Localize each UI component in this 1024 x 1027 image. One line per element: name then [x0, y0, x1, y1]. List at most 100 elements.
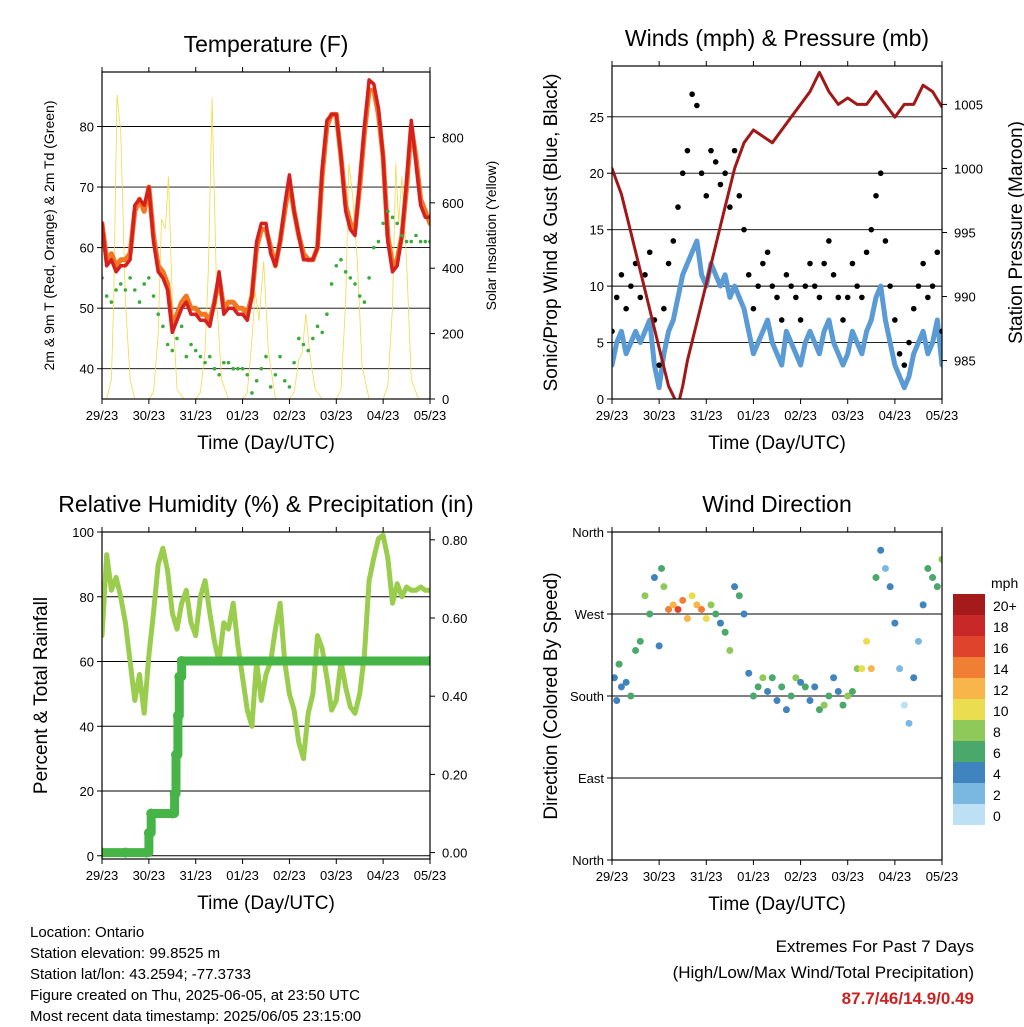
point-direction: [740, 610, 748, 618]
point-precip: [141, 847, 152, 858]
point-gust: [745, 272, 752, 278]
x-tick-label: 01/23: [737, 869, 770, 884]
point-td2m: [311, 336, 315, 341]
point-gust: [698, 170, 705, 177]
point-td2m: [409, 239, 414, 244]
point-td2m: [423, 239, 428, 244]
point-td2m: [133, 288, 137, 292]
point-precip: [174, 671, 185, 682]
plot-area: [102, 78, 430, 399]
x-tick-label: 05/23: [926, 408, 959, 423]
legend-swatch: [953, 804, 985, 825]
point-direction: [872, 574, 880, 582]
point-precip: [143, 828, 154, 839]
point-direction: [792, 674, 800, 682]
winds-chart: Winds (mph) & Pressure (mb) 0 5 10 15 20 25 985…: [541, 25, 1024, 454]
point-direction: [768, 674, 776, 682]
point-direction: [867, 665, 875, 673]
point-gust: [901, 362, 908, 368]
point-direction: [669, 601, 677, 609]
y-axis-label: Sonic/Prop Wind & Gust (Blue, Black): [541, 74, 562, 392]
y2-tick-label: 0.80: [442, 533, 467, 548]
point-direction: [778, 683, 786, 691]
point-direction: [754, 683, 762, 691]
point-td2m: [362, 300, 367, 304]
point-direction: [797, 678, 805, 686]
humidity-chart: Relative Humidity (%) & Precipitation (i…: [31, 491, 474, 914]
y-tick-label: 20: [590, 166, 604, 181]
point-direction: [834, 687, 842, 695]
x-tick-label: 01/23: [226, 408, 259, 423]
legend-swatch: [953, 783, 985, 804]
point-gust: [623, 305, 629, 312]
point-gust: [835, 294, 842, 301]
y2-tick-label: 0.20: [442, 767, 467, 782]
point-direction: [735, 592, 743, 600]
point-direction: [693, 601, 701, 609]
y-tick-label: North: [572, 525, 604, 540]
point-td2m: [414, 233, 418, 238]
point-precip: [120, 847, 131, 858]
series-pressure: [612, 70, 942, 399]
point-gust: [802, 283, 809, 289]
y2-tick-label: 400: [442, 261, 464, 276]
x-tick-label: 04/23: [879, 869, 912, 884]
x-tick-label: 05/23: [414, 868, 447, 883]
plot-area: [612, 70, 942, 399]
extremes-subtitle: (High/Low/Max Wind/Total Precipitation): [672, 963, 974, 982]
point-direction: [806, 697, 814, 705]
point-direction: [683, 615, 691, 623]
point-direction: [914, 637, 922, 645]
point-direction: [655, 642, 663, 650]
y2-tick-label: 600: [442, 196, 464, 211]
point-td2m: [315, 324, 320, 329]
x-tick-label: 03/23: [320, 868, 353, 883]
x-tick-label: 29/23: [596, 869, 629, 884]
point-td2m: [226, 360, 231, 365]
point-td2m: [114, 288, 118, 292]
point-gust: [939, 328, 942, 335]
x-tick-label: 29/23: [596, 408, 629, 423]
point-gust: [783, 272, 790, 278]
x-tick-label: 04/23: [879, 408, 912, 423]
legend-label: 16: [993, 640, 1009, 656]
x-tick-label: 02/23: [784, 408, 817, 423]
point-td2m: [273, 372, 278, 377]
point-gust: [675, 204, 681, 210]
point-td2m: [320, 330, 325, 335]
point-gust: [793, 294, 799, 301]
point-direction: [679, 596, 687, 604]
point-gust: [712, 159, 719, 165]
point-td2m: [306, 348, 310, 353]
point-gust: [873, 193, 879, 199]
point-gust: [679, 170, 686, 177]
point-direction: [627, 692, 635, 700]
point-direction: [702, 615, 710, 623]
point-direction: [617, 683, 625, 691]
point-gust: [689, 91, 695, 98]
point-precip: [169, 788, 180, 799]
point-direction: [660, 583, 668, 591]
point-direction: [815, 706, 823, 714]
point-td2m: [264, 354, 268, 359]
y2-axis-label: Station Pressure (Maroon): [1006, 121, 1024, 344]
plot-frame: [101, 531, 431, 860]
point-direction: [848, 687, 856, 695]
point-gust: [637, 294, 644, 301]
y-tick-label: 0: [597, 392, 604, 407]
point-gust: [934, 249, 941, 256]
point-gust: [703, 193, 710, 199]
point-td2m: [203, 360, 207, 365]
y2-tick-label: 200: [442, 327, 464, 342]
legend-swatch: [953, 594, 985, 615]
series-solar: [102, 94, 430, 399]
point-direction: [698, 605, 706, 613]
point-direction: [612, 674, 618, 682]
point-gust: [915, 283, 922, 289]
point-precip: [102, 847, 107, 858]
point-direction: [636, 637, 644, 645]
point-td2m: [348, 276, 353, 280]
point-direction: [929, 574, 937, 582]
point-direction: [721, 628, 729, 636]
legend-label: 18: [993, 619, 1009, 635]
